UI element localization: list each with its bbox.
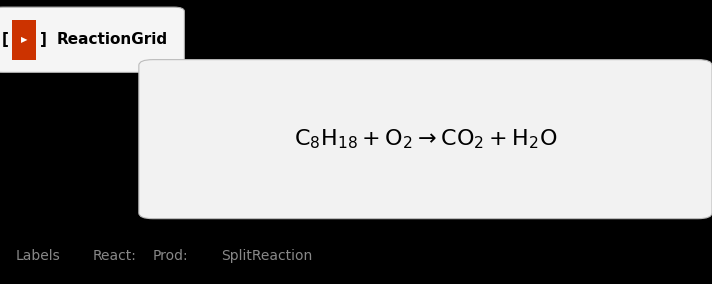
Text: [: [ <box>2 32 9 47</box>
Text: ▶: ▶ <box>21 35 28 44</box>
Text: Prod:: Prod: <box>153 248 189 263</box>
FancyBboxPatch shape <box>139 60 712 219</box>
Text: Labels: Labels <box>16 248 61 263</box>
Text: SplitReaction: SplitReaction <box>221 248 312 263</box>
FancyBboxPatch shape <box>0 7 184 72</box>
Text: ReactionGrid: ReactionGrid <box>56 32 167 47</box>
FancyBboxPatch shape <box>13 20 36 60</box>
Text: React:: React: <box>93 248 137 263</box>
Text: ]: ] <box>39 32 46 47</box>
Text: $\mathsf{C_8H_{18}+O_2 \rightarrow CO_2+H_2O}$: $\mathsf{C_8H_{18}+O_2 \rightarrow CO_2+… <box>294 127 557 151</box>
